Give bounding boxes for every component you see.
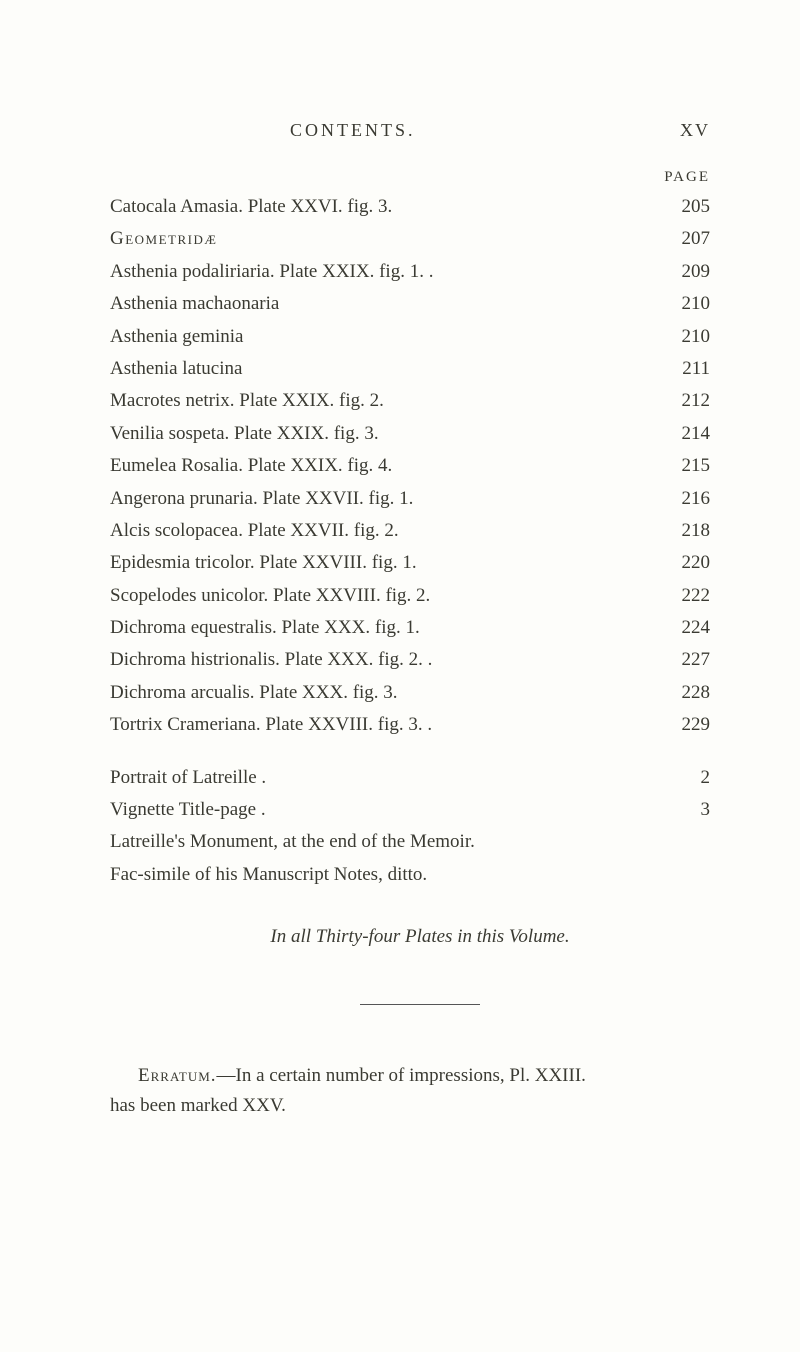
- toc-page-number: 3: [654, 795, 730, 825]
- toc-label: Asthenia geminia: [110, 322, 244, 352]
- toc-label: Geometridæ: [110, 224, 217, 254]
- toc-page-number: 228: [654, 678, 730, 708]
- toc-label: Epidesmia tricolor. Plate XXVIII. fig. 1…: [110, 548, 417, 578]
- section-gap: [110, 743, 730, 763]
- toc-label: Asthenia podaliriaria. Plate XXIX. fig. …: [110, 257, 433, 287]
- toc-row: Asthenia latucina 211: [110, 354, 730, 384]
- toc-label: Vignette Title-page .: [110, 795, 266, 825]
- running-head-left: CONTENTS.: [290, 120, 416, 141]
- toc-row: Fac-simile of his Manuscript Notes, ditt…: [110, 860, 730, 890]
- toc-row: Eumelea Rosalia. Plate XXIX. fig. 4. 215: [110, 451, 730, 481]
- toc-label: Angerona prunaria. Plate XXVII. fig. 1.: [110, 484, 413, 514]
- toc-page-number: 212: [654, 386, 730, 416]
- toc-label: Scopelodes unicolor. Plate XXVIII. fig. …: [110, 581, 430, 611]
- toc-label: Dichroma arcualis. Plate XXX. fig. 3.: [110, 678, 398, 708]
- toc-row: Scopelodes unicolor. Plate XXVIII. fig. …: [110, 581, 730, 611]
- toc-row: Latreille's Monument, at the end of the …: [110, 827, 730, 857]
- toc-page-number: 218: [654, 516, 730, 546]
- contents-list: Catocala Amasia. Plate XXVI. fig. 3.205G…: [110, 192, 730, 741]
- toc-label: Fac-simile of his Manuscript Notes, ditt…: [110, 860, 427, 890]
- running-head-right: XV: [680, 120, 710, 141]
- toc-label: Latreille's Monument, at the end of the …: [110, 827, 475, 857]
- toc-label: Macrotes netrix. Plate XXIX. fig. 2.: [110, 386, 384, 416]
- toc-label: Tortrix Crameriana. Plate XXVIII. fig. 3…: [110, 710, 432, 740]
- running-head: CONTENTS. XV: [110, 120, 730, 141]
- toc-page-number: 209: [654, 257, 730, 287]
- erratum-lead-word: Erratum.: [138, 1065, 217, 1086]
- toc-row: Portrait of Latreille . 2: [110, 763, 730, 793]
- toc-page-number: 210: [654, 289, 730, 319]
- erratum-line-1: Erratum.—In a certain number of impressi…: [110, 1061, 710, 1090]
- toc-page-number: 229: [654, 710, 730, 740]
- erratum-block: Erratum.—In a certain number of impressi…: [110, 1061, 710, 1120]
- contents-list-secondary: Portrait of Latreille .2Vignette Title-p…: [110, 763, 730, 891]
- toc-row: Venilia sospeta. Plate XXIX. fig. 3. 214: [110, 419, 730, 449]
- toc-page-number: 227: [654, 645, 730, 675]
- divider-rule: [360, 1004, 480, 1005]
- plates-summary-line: In all Thirty-four Plates in this Volume…: [110, 926, 730, 948]
- toc-row: Alcis scolopacea. Plate XXVII. fig. 2. 21…: [110, 516, 730, 546]
- toc-row: Geometridæ 207: [110, 224, 730, 254]
- toc-page-number: 216: [654, 484, 730, 514]
- toc-label: Venilia sospeta. Plate XXIX. fig. 3.: [110, 419, 379, 449]
- toc-page-number: 215: [654, 451, 730, 481]
- toc-row: Epidesmia tricolor. Plate XXVIII. fig. 1…: [110, 548, 730, 578]
- toc-row: Dichroma equestralis. Plate XXX. fig. 1.…: [110, 613, 730, 643]
- toc-page-number: 2: [654, 763, 730, 793]
- toc-page-number: 211: [654, 354, 730, 384]
- page: CONTENTS. XV PAGE Catocala Amasia. Plate…: [0, 0, 800, 1352]
- toc-label: Asthenia latucina: [110, 354, 242, 384]
- erratum-line-2: has been marked XXV.: [110, 1091, 710, 1120]
- page-column-label: PAGE: [110, 169, 730, 186]
- toc-row: Asthenia machaonaria 210: [110, 289, 730, 319]
- toc-label: Asthenia machaonaria: [110, 289, 279, 319]
- toc-row: Asthenia geminia 210: [110, 322, 730, 352]
- toc-row: Vignette Title-page . 3: [110, 795, 730, 825]
- toc-label: Portrait of Latreille .: [110, 763, 266, 793]
- toc-label: Dichroma histrionalis. Plate XXX. fig. 2…: [110, 645, 432, 675]
- toc-label: Eumelea Rosalia. Plate XXIX. fig. 4.: [110, 451, 392, 481]
- toc-row: Dichroma arcualis. Plate XXX. fig. 3. 228: [110, 678, 730, 708]
- toc-row: Macrotes netrix. Plate XXIX. fig. 2. 212: [110, 386, 730, 416]
- toc-page-number: 207: [654, 224, 730, 254]
- erratum-line-1-rest: —In a certain number of impressions, Pl.…: [217, 1065, 586, 1086]
- toc-page-number: 224: [654, 613, 730, 643]
- toc-row: Asthenia podaliriaria. Plate XXIX. fig. …: [110, 257, 730, 287]
- toc-page-number: 205: [654, 192, 730, 222]
- toc-label: Alcis scolopacea. Plate XXVII. fig. 2.: [110, 516, 399, 546]
- toc-page-number: 210: [654, 322, 730, 352]
- toc-page-number: 220: [654, 548, 730, 578]
- toc-page-number: 222: [654, 581, 730, 611]
- toc-row: Tortrix Crameriana. Plate XXVIII. fig. 3…: [110, 710, 730, 740]
- toc-label: Catocala Amasia. Plate XXVI. fig. 3.: [110, 192, 392, 222]
- toc-page-number: 214: [654, 419, 730, 449]
- toc-row: Catocala Amasia. Plate XXVI. fig. 3. 205: [110, 192, 730, 222]
- toc-row: Angerona prunaria. Plate XXVII. fig. 1. 2…: [110, 484, 730, 514]
- toc-label: Dichroma equestralis. Plate XXX. fig. 1.: [110, 613, 420, 643]
- toc-row: Dichroma histrionalis. Plate XXX. fig. 2…: [110, 645, 730, 675]
